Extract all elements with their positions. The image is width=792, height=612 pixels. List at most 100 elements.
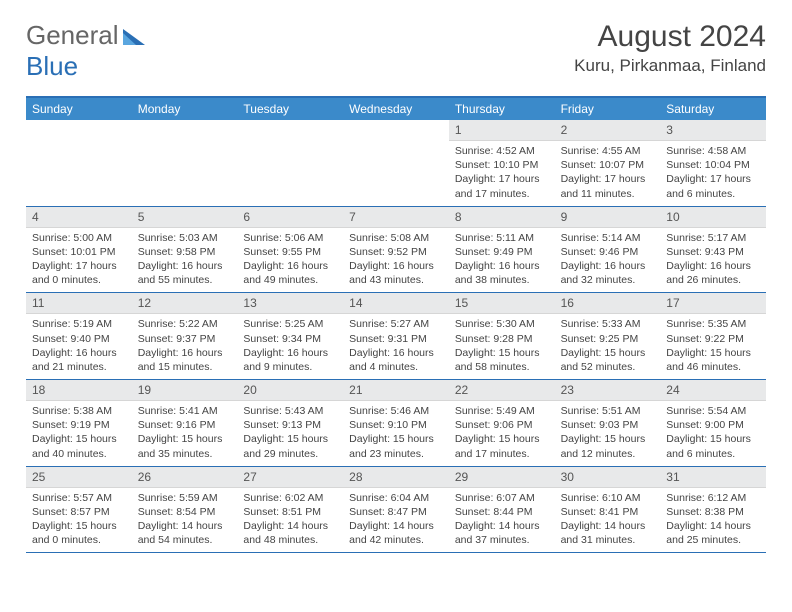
day-details: Sunrise: 5:19 AMSunset: 9:40 PMDaylight:…: [26, 314, 132, 379]
day-number: 20: [237, 380, 343, 401]
day-header-cell: Sunday: [26, 98, 132, 120]
month-title: August 2024: [574, 20, 766, 54]
header: GeneralBlue August 2024 Kuru, Pirkanmaa,…: [26, 20, 766, 82]
day-cell: 10Sunrise: 5:17 AMSunset: 9:43 PMDayligh…: [660, 207, 766, 293]
day-header-cell: Saturday: [660, 98, 766, 120]
day-number: 4: [26, 207, 132, 228]
title-block: August 2024 Kuru, Pirkanmaa, Finland: [574, 20, 766, 76]
day-number: 14: [343, 293, 449, 314]
day-header-cell: Wednesday: [343, 98, 449, 120]
day-number: 1: [449, 120, 555, 141]
day-number: 31: [660, 467, 766, 488]
day-number: 18: [26, 380, 132, 401]
day-cell: 28Sunrise: 6:04 AMSunset: 8:47 PMDayligh…: [343, 467, 449, 553]
day-cell: 18Sunrise: 5:38 AMSunset: 9:19 PMDayligh…: [26, 380, 132, 466]
week-row: 18Sunrise: 5:38 AMSunset: 9:19 PMDayligh…: [26, 380, 766, 467]
day-cell: 27Sunrise: 6:02 AMSunset: 8:51 PMDayligh…: [237, 467, 343, 553]
day-number: 17: [660, 293, 766, 314]
day-number: 3: [660, 120, 766, 141]
day-details: Sunrise: 5:59 AMSunset: 8:54 PMDaylight:…: [132, 488, 238, 553]
day-details: Sunrise: 5:08 AMSunset: 9:52 PMDaylight:…: [343, 228, 449, 293]
day-number: 19: [132, 380, 238, 401]
day-number: 12: [132, 293, 238, 314]
day-cell: 26Sunrise: 5:59 AMSunset: 8:54 PMDayligh…: [132, 467, 238, 553]
day-details: Sunrise: 4:52 AMSunset: 10:10 PMDaylight…: [449, 141, 555, 206]
day-details: Sunrise: 5:11 AMSunset: 9:49 PMDaylight:…: [449, 228, 555, 293]
day-details: Sunrise: 5:49 AMSunset: 9:06 PMDaylight:…: [449, 401, 555, 466]
day-cell: 25Sunrise: 5:57 AMSunset: 8:57 PMDayligh…: [26, 467, 132, 553]
day-details: Sunrise: 5:33 AMSunset: 9:25 PMDaylight:…: [555, 314, 661, 379]
day-header-cell: Tuesday: [237, 98, 343, 120]
empty-cell: [26, 120, 132, 206]
day-cell: 4Sunrise: 5:00 AMSunset: 10:01 PMDayligh…: [26, 207, 132, 293]
day-cell: 7Sunrise: 5:08 AMSunset: 9:52 PMDaylight…: [343, 207, 449, 293]
day-details: Sunrise: 5:57 AMSunset: 8:57 PMDaylight:…: [26, 488, 132, 553]
day-details: Sunrise: 6:02 AMSunset: 8:51 PMDaylight:…: [237, 488, 343, 553]
day-cell: 21Sunrise: 5:46 AMSunset: 9:10 PMDayligh…: [343, 380, 449, 466]
week-row: 11Sunrise: 5:19 AMSunset: 9:40 PMDayligh…: [26, 293, 766, 380]
day-details: Sunrise: 5:27 AMSunset: 9:31 PMDaylight:…: [343, 314, 449, 379]
day-cell: 15Sunrise: 5:30 AMSunset: 9:28 PMDayligh…: [449, 293, 555, 379]
day-cell: 20Sunrise: 5:43 AMSunset: 9:13 PMDayligh…: [237, 380, 343, 466]
day-details: Sunrise: 4:55 AMSunset: 10:07 PMDaylight…: [555, 141, 661, 206]
day-cell: 13Sunrise: 5:25 AMSunset: 9:34 PMDayligh…: [237, 293, 343, 379]
day-number: 10: [660, 207, 766, 228]
empty-cell: [343, 120, 449, 206]
day-number: 13: [237, 293, 343, 314]
day-number: 28: [343, 467, 449, 488]
day-number: 11: [26, 293, 132, 314]
day-cell: 17Sunrise: 5:35 AMSunset: 9:22 PMDayligh…: [660, 293, 766, 379]
day-details: Sunrise: 5:30 AMSunset: 9:28 PMDaylight:…: [449, 314, 555, 379]
day-details: Sunrise: 5:38 AMSunset: 9:19 PMDaylight:…: [26, 401, 132, 466]
day-number: 25: [26, 467, 132, 488]
day-cell: 6Sunrise: 5:06 AMSunset: 9:55 PMDaylight…: [237, 207, 343, 293]
day-header-cell: Friday: [555, 98, 661, 120]
empty-cell: [237, 120, 343, 206]
day-details: Sunrise: 5:00 AMSunset: 10:01 PMDaylight…: [26, 228, 132, 293]
day-cell: 29Sunrise: 6:07 AMSunset: 8:44 PMDayligh…: [449, 467, 555, 553]
day-cell: 16Sunrise: 5:33 AMSunset: 9:25 PMDayligh…: [555, 293, 661, 379]
day-details: Sunrise: 5:54 AMSunset: 9:00 PMDaylight:…: [660, 401, 766, 466]
day-details: Sunrise: 5:03 AMSunset: 9:58 PMDaylight:…: [132, 228, 238, 293]
day-details: Sunrise: 5:17 AMSunset: 9:43 PMDaylight:…: [660, 228, 766, 293]
week-row: 1Sunrise: 4:52 AMSunset: 10:10 PMDayligh…: [26, 120, 766, 207]
logo: GeneralBlue: [26, 20, 143, 82]
day-details: Sunrise: 5:06 AMSunset: 9:55 PMDaylight:…: [237, 228, 343, 293]
calendar: SundayMondayTuesdayWednesdayThursdayFrid…: [26, 96, 766, 553]
day-number: 6: [237, 207, 343, 228]
day-details: Sunrise: 6:04 AMSunset: 8:47 PMDaylight:…: [343, 488, 449, 553]
day-details: Sunrise: 5:22 AMSunset: 9:37 PMDaylight:…: [132, 314, 238, 379]
day-details: Sunrise: 5:25 AMSunset: 9:34 PMDaylight:…: [237, 314, 343, 379]
day-details: Sunrise: 4:58 AMSunset: 10:04 PMDaylight…: [660, 141, 766, 206]
calendar-body: 1Sunrise: 4:52 AMSunset: 10:10 PMDayligh…: [26, 120, 766, 553]
day-number: 21: [343, 380, 449, 401]
logo-text-2: Blue: [26, 51, 78, 81]
day-cell: 22Sunrise: 5:49 AMSunset: 9:06 PMDayligh…: [449, 380, 555, 466]
day-number: 9: [555, 207, 661, 228]
day-number: 22: [449, 380, 555, 401]
day-details: Sunrise: 5:46 AMSunset: 9:10 PMDaylight:…: [343, 401, 449, 466]
day-cell: 24Sunrise: 5:54 AMSunset: 9:00 PMDayligh…: [660, 380, 766, 466]
day-cell: 3Sunrise: 4:58 AMSunset: 10:04 PMDayligh…: [660, 120, 766, 206]
day-number: 29: [449, 467, 555, 488]
week-row: 4Sunrise: 5:00 AMSunset: 10:01 PMDayligh…: [26, 207, 766, 294]
day-details: Sunrise: 6:12 AMSunset: 8:38 PMDaylight:…: [660, 488, 766, 553]
day-number: 8: [449, 207, 555, 228]
day-cell: 2Sunrise: 4:55 AMSunset: 10:07 PMDayligh…: [555, 120, 661, 206]
day-cell: 14Sunrise: 5:27 AMSunset: 9:31 PMDayligh…: [343, 293, 449, 379]
day-cell: 11Sunrise: 5:19 AMSunset: 9:40 PMDayligh…: [26, 293, 132, 379]
day-cell: 1Sunrise: 4:52 AMSunset: 10:10 PMDayligh…: [449, 120, 555, 206]
day-details: Sunrise: 6:10 AMSunset: 8:41 PMDaylight:…: [555, 488, 661, 553]
day-cell: 31Sunrise: 6:12 AMSunset: 8:38 PMDayligh…: [660, 467, 766, 553]
day-header-cell: Monday: [132, 98, 238, 120]
day-number: 23: [555, 380, 661, 401]
day-number: 27: [237, 467, 343, 488]
day-cell: 23Sunrise: 5:51 AMSunset: 9:03 PMDayligh…: [555, 380, 661, 466]
day-details: Sunrise: 5:14 AMSunset: 9:46 PMDaylight:…: [555, 228, 661, 293]
day-cell: 12Sunrise: 5:22 AMSunset: 9:37 PMDayligh…: [132, 293, 238, 379]
day-details: Sunrise: 5:43 AMSunset: 9:13 PMDaylight:…: [237, 401, 343, 466]
day-details: Sunrise: 5:35 AMSunset: 9:22 PMDaylight:…: [660, 314, 766, 379]
day-number: 24: [660, 380, 766, 401]
week-row: 25Sunrise: 5:57 AMSunset: 8:57 PMDayligh…: [26, 467, 766, 554]
day-number: 15: [449, 293, 555, 314]
